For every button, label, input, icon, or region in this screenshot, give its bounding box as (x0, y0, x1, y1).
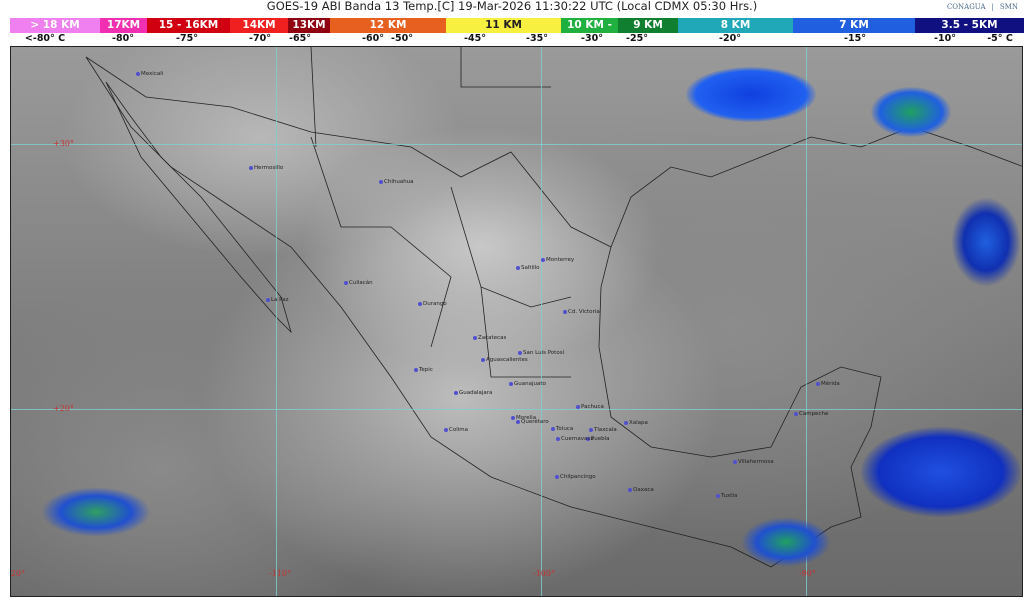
city-label: Mexicali (136, 71, 163, 77)
cloud-top-storm (41, 487, 151, 537)
temperature-label: -25° (626, 33, 648, 44)
smn-logo: SMN (999, 3, 1018, 11)
cloud-top-7km (951, 197, 1021, 287)
city-label: Colima (444, 427, 468, 433)
legend-segment: 11 KM (446, 18, 561, 33)
city-label: Chihuahua (379, 179, 414, 185)
longitude-line-90 (806, 47, 807, 596)
city-label: Campeche (794, 411, 828, 417)
city-label: Cd. Victoria (563, 309, 600, 315)
city-label: Culiacán (344, 280, 373, 286)
city-label: Chilpancingo (555, 474, 596, 480)
temperature-label: -15° (844, 33, 866, 44)
city-label: Tlaxcala (589, 427, 617, 433)
legend-segment: 13KM (288, 18, 330, 33)
temperature-label: -35° (526, 33, 548, 44)
city-label: Tepic (414, 367, 433, 373)
city-label: Xalapa (624, 420, 648, 426)
satellite-map: +30° +20° -120° -110° -100° -90° Mexical… (10, 46, 1023, 597)
legend-segment: 8 KM (678, 18, 793, 33)
latitude-line-20 (11, 409, 1022, 410)
cloud-top-7km (686, 67, 816, 122)
city-label: Querétaro (516, 419, 549, 425)
temperature-label: -80° (112, 33, 134, 44)
temperature-label: -75° (176, 33, 198, 44)
cloud-top-7km (861, 427, 1021, 517)
temperature-label: -45° (464, 33, 486, 44)
city-label: Monterrey (541, 257, 574, 263)
lon-label: -120° (10, 569, 25, 578)
color-legend: > 18 KM 17KM 15 - 16KM 14KM 13KM 12 KM 11 KM 10… (10, 18, 1024, 33)
map-outlines (85, 47, 1022, 568)
city-label: Mérida (816, 381, 840, 387)
city-label: Puebla (586, 436, 609, 442)
lon-label: -90° (799, 569, 816, 578)
city-label: Guadalajara (454, 390, 492, 396)
city-label: Tuxtla (716, 493, 737, 499)
city-label: Toluca (551, 426, 573, 432)
legend-segment: 12 KM (330, 18, 446, 33)
cloud-top-storm (741, 517, 831, 567)
city-label: Cuernavaca (556, 436, 594, 442)
temperature-label: -10° (934, 33, 956, 44)
map-title: GOES-19 ABI Banda 13 Temp.[C] 19-Mar-202… (266, 0, 758, 13)
temperature-scale: <-80° C -80° -75° -70° -65° -60° -50° -45° -35° -… (0, 33, 1024, 46)
lat-label: +30° (53, 139, 74, 148)
temperature-label: -65° (289, 33, 311, 44)
city-label: Saltillo (516, 265, 540, 271)
lon-label: -100° (533, 569, 555, 578)
legend-segment: 17KM (100, 18, 147, 33)
legend-segment: > 18 KM (10, 18, 100, 33)
temperature-label: -5° C (987, 33, 1013, 44)
lon-label: -110° (269, 569, 291, 578)
temperature-label: -20° (719, 33, 741, 44)
temperature-label: -30° (581, 33, 603, 44)
city-label: La Paz (266, 297, 289, 303)
legend-segment: 14KM (230, 18, 288, 33)
city-label: Pachuca (576, 404, 604, 410)
temperature-label: <-80° C (24, 33, 66, 44)
longitude-line-110 (276, 47, 277, 596)
temperature-label: -70° (249, 33, 271, 44)
city-label: Hermosillo (249, 165, 283, 171)
legend-segment: 10 KM - (561, 18, 618, 33)
agency-logos: CONAGUA | SMN (946, 3, 1018, 11)
city-label: Guanajuato (509, 381, 546, 387)
cloud-top-storm (871, 87, 951, 137)
city-label: Durango (418, 301, 447, 307)
city-label: Oaxaca (628, 487, 654, 493)
legend-segment: 7 KM (793, 18, 915, 33)
city-label: Morelia (511, 415, 536, 421)
legend-segment: 9 KM (618, 18, 678, 33)
city-label: Villahermosa (733, 459, 774, 465)
conagua-logo: CONAGUA (946, 3, 986, 11)
city-label: San Luis Potosí (518, 350, 564, 356)
longitude-line-100 (541, 47, 542, 596)
lat-label: +20° (53, 404, 74, 413)
temperature-label: -50° (391, 33, 413, 44)
city-label: Zacatecas (473, 335, 506, 341)
city-label: Aguascalientes (481, 357, 528, 363)
legend-segment: 15 - 16KM (147, 18, 230, 33)
temperature-label: -60° (362, 33, 384, 44)
legend-segment: 3.5 - 5KM (915, 18, 1024, 33)
latitude-line-30 (11, 144, 1022, 145)
